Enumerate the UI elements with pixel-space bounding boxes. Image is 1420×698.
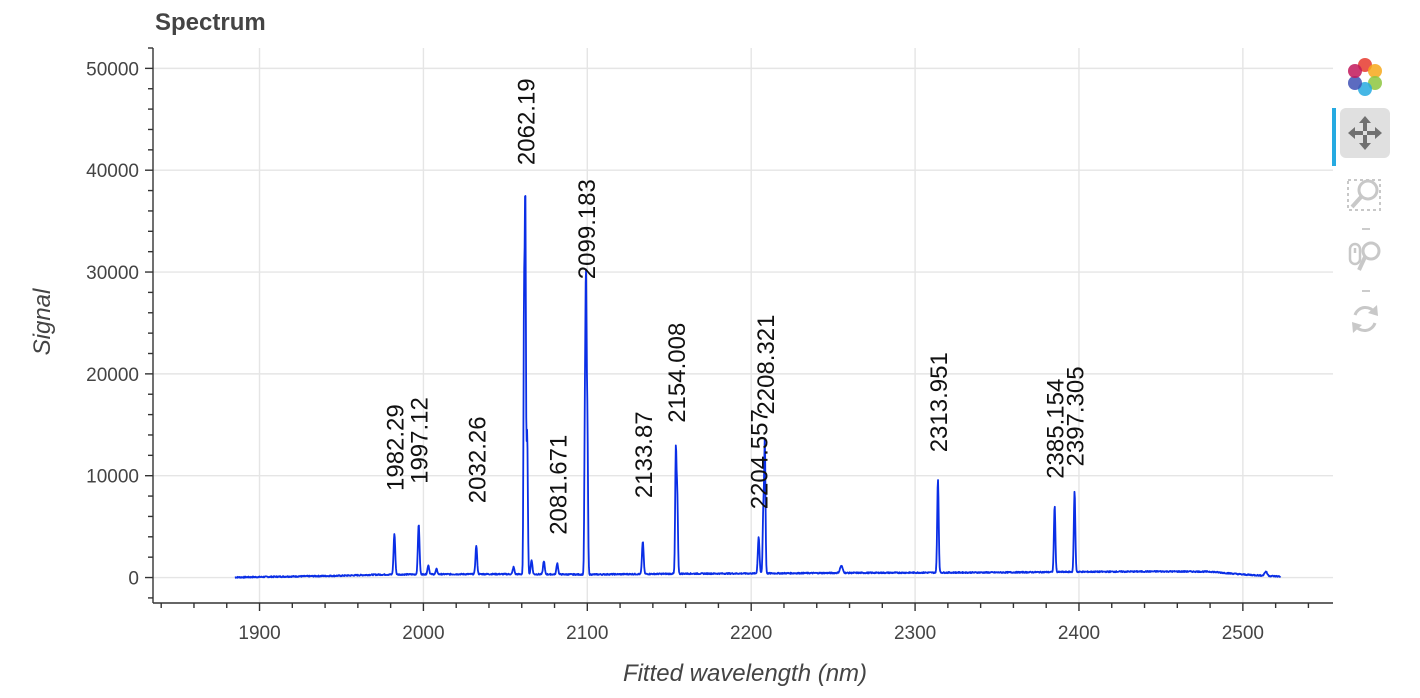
- x-tick-label: 2200: [730, 623, 772, 644]
- bokeh-logo-icon: [1348, 58, 1382, 96]
- reset-tool-button[interactable]: [1340, 294, 1390, 344]
- peak-label: 2204.557: [747, 409, 774, 509]
- spectrum-line: [234, 195, 1282, 579]
- y-axis-ticks: 0 10000 20000 30000 40000 50000: [86, 47, 153, 599]
- x-tick-label: 2300: [894, 623, 936, 644]
- y-tick-label: 0: [128, 569, 139, 590]
- x-tick-label: 1900: [238, 623, 280, 644]
- peak-label: 2081.671: [545, 435, 572, 535]
- toolbar-separator: [1362, 290, 1370, 292]
- x-axis-label: Fitted wavelength (nm): [623, 660, 867, 687]
- peak-label: 1982.29: [382, 404, 409, 491]
- peak-label: 2208.321: [753, 314, 780, 414]
- bokeh-logo[interactable]: [1340, 52, 1390, 102]
- wheel-zoom-tool-button[interactable]: [1340, 232, 1390, 282]
- y-axis-label: Signal: [29, 288, 56, 355]
- x-tick-label: 2100: [566, 623, 608, 644]
- y-tick-label: 20000: [86, 365, 139, 386]
- peak-label: 2385.154: [1043, 379, 1070, 479]
- pan-tool-button[interactable]: [1332, 108, 1390, 166]
- y-tick-label: 10000: [86, 467, 139, 488]
- x-tick-label: 2000: [402, 623, 444, 644]
- axes: [152, 48, 1333, 604]
- peak-label: 2313.951: [926, 352, 953, 452]
- y-tick-label: 50000: [86, 59, 139, 80]
- peak-label: 2397.305: [1063, 366, 1090, 466]
- toolbar-separator: [1362, 228, 1370, 230]
- y-tick-label: 40000: [86, 161, 139, 182]
- peak-label: 2154.008: [664, 323, 691, 423]
- peak-label: 1997.12: [407, 397, 434, 484]
- toolbar: [1332, 48, 1392, 348]
- plot-area[interactable]: [234, 195, 1282, 579]
- chart-title: Spectrum: [155, 9, 266, 36]
- peak-label: 2032.26: [464, 416, 491, 503]
- peak-label: 2133.87: [631, 411, 658, 498]
- box-zoom-tool-button[interactable]: [1340, 170, 1390, 220]
- peak-label: 2099.183: [574, 179, 601, 279]
- x-axis-ticks: 1900 2000 2100 2200 2300 2400 2500: [160, 603, 1310, 644]
- reset-tool-icon: [1352, 305, 1378, 333]
- x-tick-label: 2500: [1222, 623, 1264, 644]
- wheel-zoom-tool-icon: [1348, 241, 1381, 271]
- box-zoom-tool-icon: [1347, 179, 1381, 211]
- peak-label: 2062.19: [513, 78, 540, 165]
- grid-lines: [153, 48, 1333, 603]
- y-tick-label: 30000: [86, 263, 139, 284]
- pan-tool-icon: [1348, 116, 1382, 150]
- x-tick-label: 2400: [1058, 623, 1100, 644]
